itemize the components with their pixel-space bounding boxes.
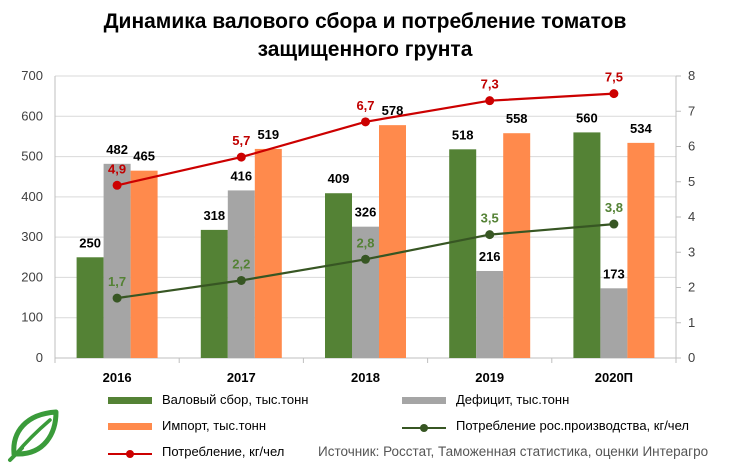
x-tick-label: 2019 <box>475 370 504 385</box>
legend-label-consumption-domestic: Потребление рос.производства, кг/чел <box>456 418 689 433</box>
line-data-label: 3,5 <box>481 211 499 226</box>
x-tick-label: 2020П <box>595 370 633 385</box>
y-right-tick-label: 6 <box>688 139 695 154</box>
bar <box>227 190 255 358</box>
x-tick-label: 2017 <box>227 370 256 385</box>
legend-label-consumption-total: Потребление, кг/чел <box>162 444 285 459</box>
bar-data-label: 326 <box>355 205 377 220</box>
source-note: Источник: Росстат, Таможенная статистика… <box>318 444 709 459</box>
y-right-tick-label: 7 <box>688 103 695 118</box>
line-data-label: 3,8 <box>605 200 623 215</box>
line-point <box>361 117 370 127</box>
bar <box>449 149 477 358</box>
bar-data-label: 216 <box>479 249 501 264</box>
bar <box>573 132 601 358</box>
legend-swatch-deficit <box>402 397 446 404</box>
line-data-label: 2,2 <box>232 256 250 271</box>
line-point <box>361 254 370 264</box>
bar <box>200 229 228 358</box>
y-left-tick-label: 100 <box>21 310 43 325</box>
bar-data-label: 482 <box>106 142 128 157</box>
line-data-label: 7,5 <box>605 70 623 85</box>
line-data-label: 2,8 <box>356 235 374 250</box>
y-right-tick-label: 5 <box>688 174 695 189</box>
y-right-tick-label: 0 <box>688 350 695 365</box>
line-point <box>485 230 495 240</box>
line-point <box>236 275 246 285</box>
y-left-tick-label: 0 <box>36 350 43 365</box>
line-point <box>112 293 122 303</box>
leaf-logo-icon <box>4 404 64 464</box>
legend-swatch-harvest <box>108 397 152 404</box>
legend-label-harvest: Валовый сбор, тыс.тонн <box>162 392 309 407</box>
y-right-tick-label: 4 <box>688 209 695 224</box>
y-left-tick-label: 500 <box>21 149 43 164</box>
bar-data-label: 318 <box>203 208 225 223</box>
bar-data-label: 416 <box>230 168 252 183</box>
bar <box>352 226 379 358</box>
line-point <box>609 89 619 99</box>
bar <box>130 170 158 358</box>
x-tick-label: 2018 <box>351 370 380 385</box>
bar <box>503 133 531 358</box>
y-left-tick-label: 400 <box>21 189 43 204</box>
y-right-tick-label: 1 <box>688 315 695 330</box>
bar <box>254 148 282 358</box>
legend-swatch-import <box>108 423 152 430</box>
x-tick-label: 2016 <box>103 370 132 385</box>
y-left-tick-label: 200 <box>21 269 43 284</box>
y-left-tick-label: 300 <box>21 229 43 244</box>
bar-data-label: 173 <box>603 266 625 281</box>
bar-data-label: 519 <box>257 127 279 142</box>
line-point <box>485 96 495 106</box>
bar <box>627 142 655 358</box>
y-right-tick-label: 2 <box>688 280 695 295</box>
line-data-label: 7,3 <box>481 77 499 92</box>
chart-title-line-2: защищенного грунта <box>257 38 473 61</box>
y-right-tick-label: 8 <box>688 68 695 83</box>
y-left-tick-label: 700 <box>21 68 43 83</box>
line-data-label: 4,9 <box>108 161 126 176</box>
legend-swatch-consumption-domestic <box>402 424 446 432</box>
bar-data-label: 250 <box>79 235 101 250</box>
bar-data-label: 534 <box>630 121 652 136</box>
bar-data-label: 560 <box>576 110 598 125</box>
bar <box>325 193 352 358</box>
line-point <box>112 180 122 190</box>
chart-title: Динамика валового сбора и потребление то… <box>0 8 730 64</box>
y-left-tick-label: 600 <box>21 108 43 123</box>
line-data-label: 5,7 <box>232 133 250 148</box>
legend-swatch-consumption-total <box>108 450 152 458</box>
bar <box>600 288 628 358</box>
bar <box>76 257 104 358</box>
legend-label-import: Импорт, тыс.тонн <box>162 418 267 433</box>
chart-title-line-1: Динамика валового сбора и потребление то… <box>103 10 627 33</box>
bar-data-label: 518 <box>452 127 474 142</box>
line-data-label: 6,7 <box>356 98 374 113</box>
bar <box>476 270 504 358</box>
bar <box>379 125 406 358</box>
bar <box>103 163 131 358</box>
line-data-label: 1,7 <box>108 274 126 289</box>
bar-data-label: 578 <box>382 103 404 118</box>
bar-data-label: 409 <box>328 171 350 186</box>
legend-label-deficit: Дефицит, тыс.тонн <box>456 392 570 407</box>
bar-data-label: 558 <box>506 111 528 126</box>
line-point <box>236 152 246 162</box>
bar-data-label: 465 <box>133 149 155 164</box>
line-point <box>609 219 619 229</box>
y-right-tick-label: 3 <box>688 244 695 259</box>
